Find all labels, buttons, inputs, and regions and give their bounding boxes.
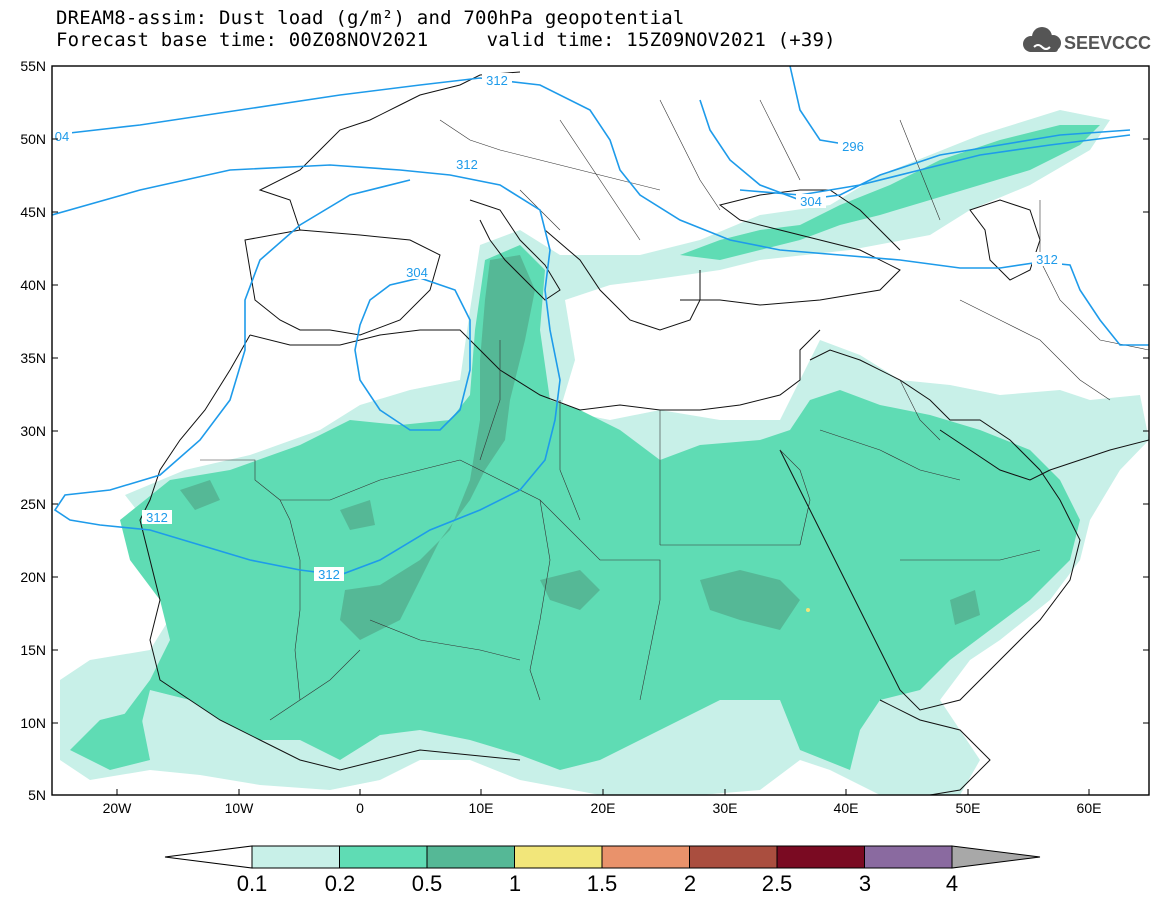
lat-label: 20N bbox=[20, 569, 46, 585]
lat-label: 30N bbox=[20, 423, 46, 439]
colorbar-label: 0.2 bbox=[325, 871, 356, 896]
lat-label: 50N bbox=[20, 131, 46, 147]
lon-label: 30E bbox=[713, 800, 738, 816]
colorbar-box bbox=[601, 845, 690, 869]
colorbar-boxes bbox=[251, 845, 953, 869]
contour-label: 304 bbox=[800, 194, 822, 209]
colorbar-label: 1 bbox=[509, 871, 521, 896]
coastlines bbox=[139, 71, 1149, 795]
colorbar-box bbox=[251, 845, 340, 869]
lon-label: 50E bbox=[956, 800, 981, 816]
lon-label: 10E bbox=[469, 800, 494, 816]
country-borders bbox=[200, 99, 1149, 721]
colorbar-label: 2 bbox=[684, 871, 696, 896]
contour-labels: 312 04 312 304 312 296 304 312 312 bbox=[52, 73, 1062, 582]
map-subtitle: Forecast base time: 00Z08NOV2021 valid t… bbox=[56, 29, 836, 51]
lat-labels: 55N 50N 45N 40N 35N 30N 25N 20N 15N 10N … bbox=[20, 58, 46, 803]
colorbar-box bbox=[689, 845, 778, 869]
lat-label: 10N bbox=[20, 715, 46, 731]
colorbar-label: 1.5 bbox=[587, 871, 618, 896]
colorbar-box bbox=[864, 845, 953, 869]
lon-label: 0 bbox=[356, 800, 364, 816]
lat-ticks bbox=[52, 65, 1149, 724]
lon-labels: 20W 10W 0 10E 20E 30E 40E 50E 60E bbox=[103, 800, 1102, 816]
contour-label: 312 bbox=[1036, 252, 1058, 267]
lon-label: 60E bbox=[1077, 800, 1102, 816]
lon-label: 20E bbox=[591, 800, 616, 816]
lat-label: 5N bbox=[28, 787, 46, 803]
lon-label: 10W bbox=[225, 800, 255, 816]
lon-label: 20W bbox=[103, 800, 133, 816]
logo-text: SEEVCCC bbox=[1064, 33, 1151, 53]
dust-level-0-5 bbox=[180, 255, 980, 640]
dust-level-1-spot bbox=[806, 608, 810, 612]
lat-label: 25N bbox=[20, 496, 46, 512]
colorbar-label: 0.1 bbox=[237, 871, 268, 896]
colorbar-box bbox=[514, 845, 603, 869]
lon-label: 40E bbox=[834, 800, 859, 816]
lat-label: 35N bbox=[20, 350, 46, 366]
contour-label: 312 bbox=[456, 157, 478, 172]
cloud-icon bbox=[1023, 27, 1061, 52]
contour-label: 296 bbox=[842, 139, 864, 154]
lat-label: 55N bbox=[20, 58, 46, 74]
colorbar: 0.1 0.2 0.5 1 1.5 2 2.5 3 4 bbox=[164, 845, 1041, 896]
dust-field bbox=[60, 110, 1149, 795]
contour-label: 312 bbox=[146, 510, 168, 525]
colorbar-label: 2.5 bbox=[762, 871, 793, 896]
colorbar-label: 0.5 bbox=[412, 871, 443, 896]
map-title: DREAM8-assim: Dust load (g/m²) and 700hP… bbox=[56, 7, 685, 29]
lat-label: 45N bbox=[20, 204, 46, 220]
seevccc-logo: SEEVCCC bbox=[1023, 27, 1151, 53]
lat-label: 40N bbox=[20, 277, 46, 293]
colorbar-low-arrow bbox=[164, 845, 253, 869]
colorbar-label: 3 bbox=[859, 871, 871, 896]
colorbar-high-arrow bbox=[951, 845, 1041, 869]
colorbar-box bbox=[339, 845, 428, 869]
contour-label: 04 bbox=[55, 129, 69, 144]
colorbar-labels: 0.1 0.2 0.5 1 1.5 2 2.5 3 4 bbox=[237, 871, 958, 896]
lat-label: 15N bbox=[20, 642, 46, 658]
contour-label: 304 bbox=[406, 265, 428, 280]
colorbar-box bbox=[426, 845, 515, 869]
colorbar-box bbox=[776, 845, 865, 869]
contour-label: 312 bbox=[486, 73, 508, 88]
colorbar-label: 4 bbox=[946, 871, 958, 896]
lon-ticks bbox=[116, 789, 1090, 795]
contour-label: 312 bbox=[318, 567, 340, 582]
